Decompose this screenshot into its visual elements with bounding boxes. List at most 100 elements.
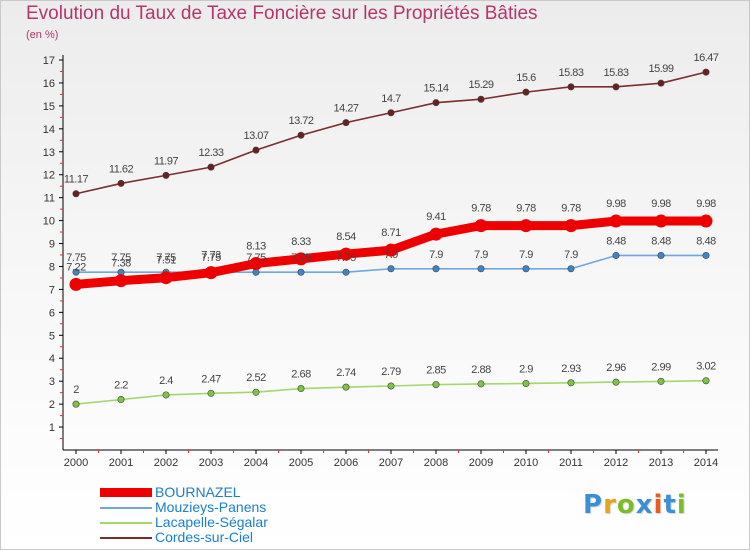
data-point <box>654 214 668 228</box>
data-point <box>522 265 530 273</box>
data-label: 8.48 <box>696 235 716 247</box>
x-tick-label: 2003 <box>199 457 223 469</box>
data-point <box>432 99 440 107</box>
data-label: 7.9 <box>384 249 398 261</box>
data-label: 11.62 <box>109 163 134 175</box>
data-point <box>657 251 665 259</box>
data-point <box>342 383 350 391</box>
data-label: 9.98 <box>606 198 626 210</box>
data-label: 15.83 <box>558 67 583 79</box>
data-point <box>252 388 260 396</box>
logo-letter: t <box>663 490 677 520</box>
data-point <box>117 396 125 404</box>
data-label: 7.75 <box>66 252 86 264</box>
x-tick-label: 2006 <box>334 457 358 469</box>
data-point <box>567 83 575 91</box>
x-tick-label: 2004 <box>244 457 268 469</box>
x-tick-label: 2001 <box>109 457 133 469</box>
data-label: 3.02 <box>696 361 716 373</box>
data-point <box>387 109 395 117</box>
data-point <box>474 219 488 233</box>
y-tick-label: 12 <box>43 170 55 182</box>
data-label: 16.47 <box>693 52 718 64</box>
data-label: 2.52 <box>246 372 266 384</box>
data-label: 2.93 <box>561 363 581 375</box>
data-point <box>612 251 620 259</box>
data-label: 2.79 <box>381 366 401 378</box>
x-tick-label: 2007 <box>379 457 403 469</box>
data-point <box>387 382 395 390</box>
y-tick-label: 2 <box>49 399 55 411</box>
data-label: 7.51 <box>156 255 176 267</box>
data-label: 8.48 <box>651 235 671 247</box>
data-label: 2.2 <box>114 380 128 392</box>
data-label: 7.75 <box>156 252 176 264</box>
y-tick-label: 7 <box>49 284 55 296</box>
data-point <box>702 251 710 259</box>
data-point <box>114 274 128 288</box>
data-point <box>162 391 170 399</box>
data-point <box>522 88 530 96</box>
data-point <box>207 163 215 171</box>
data-label: 2.85 <box>426 365 446 377</box>
proxiti-logo: Proxiti <box>583 490 687 520</box>
data-point <box>117 179 125 187</box>
data-label: 15.99 <box>648 63 673 75</box>
y-tick-label: 11 <box>44 193 55 205</box>
data-point <box>702 68 710 76</box>
x-tick-label: 2010 <box>514 457 538 469</box>
x-tick-label: 2005 <box>289 457 313 469</box>
data-point <box>204 266 218 280</box>
x-tick-label: 2002 <box>154 457 178 469</box>
data-point <box>384 243 398 257</box>
logo-letter: i <box>653 490 664 520</box>
data-label: 13.72 <box>288 115 313 127</box>
data-label: 8.54 <box>336 231 356 243</box>
data-point <box>657 377 665 385</box>
y-tick-label: 17 <box>43 55 55 67</box>
data-label: 7.9 <box>519 249 533 261</box>
data-label: 9.78 <box>471 203 491 215</box>
data-point <box>297 131 305 139</box>
legend-swatch <box>100 507 152 509</box>
y-tick-label: 13 <box>43 147 55 159</box>
data-point <box>72 400 80 408</box>
data-point <box>429 227 443 241</box>
data-label: 2.68 <box>291 369 311 381</box>
x-tick-label: 2011 <box>559 457 583 469</box>
chart-title: Evolution du Taux de Taxe Foncière sur l… <box>26 3 538 24</box>
legend-label: Lacapelle-Ségalar <box>155 514 268 530</box>
data-label: 14.7 <box>381 93 401 105</box>
data-label: 8.13 <box>246 240 266 252</box>
data-point <box>294 252 308 266</box>
data-label: 7.75 <box>336 252 356 264</box>
data-label: 9.78 <box>561 203 581 215</box>
data-label: 2.47 <box>201 373 221 385</box>
y-tick-label: 9 <box>49 239 55 251</box>
logo-letter: P <box>583 490 604 520</box>
data-point <box>522 379 530 387</box>
legend-swatch <box>100 522 152 524</box>
logo-letter: o <box>616 490 636 520</box>
legend-label: Cordes-sur-Ciel <box>155 529 254 545</box>
data-point <box>477 95 485 103</box>
data-label: 9.98 <box>696 198 716 210</box>
data-label: 7.22 <box>66 261 86 273</box>
data-label: 9.41 <box>426 211 446 223</box>
legend-label: Mouzieys-Panens <box>155 499 267 515</box>
x-tick-label: 2008 <box>424 457 448 469</box>
data-label: 7.38 <box>111 258 131 270</box>
data-label: 7.9 <box>564 249 578 261</box>
data-point <box>387 265 395 273</box>
data-point <box>297 268 305 276</box>
series-line-3 <box>75 71 707 195</box>
data-label: 9.98 <box>651 198 671 210</box>
data-label: 7.75 <box>111 252 131 264</box>
data-label: 11.17 <box>64 174 89 186</box>
y-tick-label: 16 <box>43 78 55 90</box>
data-label: 7.9 <box>474 249 488 261</box>
y-tick-label: 3 <box>49 376 55 388</box>
data-point <box>162 171 170 179</box>
